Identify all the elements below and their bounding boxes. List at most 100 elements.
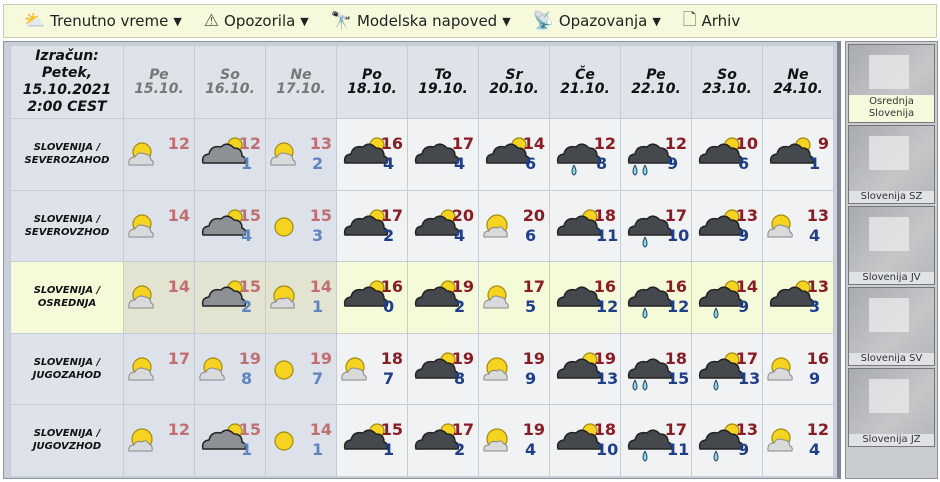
day-header: So 23.10. xyxy=(691,45,763,119)
forecast-cell: 17 4 xyxy=(407,118,479,191)
cloud-sun-icon xyxy=(552,419,602,467)
min-temperature: 5 xyxy=(525,297,537,316)
partly-icon xyxy=(765,419,815,467)
max-temperature: 12 xyxy=(806,420,829,439)
region-label[interactable]: SLOVENIJA / JUGOZAHOD xyxy=(10,332,124,405)
max-temperature: 17 xyxy=(664,205,687,225)
forecast-cell: 17 xyxy=(123,332,195,405)
mostly-sunny-icon xyxy=(481,205,531,253)
min-temperature: 13 xyxy=(738,368,761,388)
region-label[interactable]: SLOVENIJA / SEVEROZAHOD xyxy=(10,118,124,191)
day-name: Pe xyxy=(149,67,169,83)
partly-icon xyxy=(268,133,318,181)
forecast-cell: 17 2 xyxy=(407,404,479,477)
min-temperature: 12 xyxy=(596,297,619,316)
max-temperature: 18 xyxy=(593,420,616,439)
min-temperature: 9 xyxy=(525,368,537,388)
region-map-thumbnail[interactable]: Slovenija SV xyxy=(848,287,935,366)
min-temperature: 4 xyxy=(241,225,253,245)
cloud-sun-icon xyxy=(339,205,389,253)
partly-icon xyxy=(126,205,176,253)
sun-icon xyxy=(268,205,318,253)
min-temperature: 4 xyxy=(809,225,821,245)
region-label[interactable]: SLOVENIJA / OSREDNJA xyxy=(10,261,124,334)
forecast-cell: 19 4 xyxy=(478,404,550,477)
day-date: 17.10. xyxy=(276,81,326,97)
nav-opazovanja[interactable]: 📡 Opazovanja ▼ xyxy=(533,11,661,31)
nav-arhiv[interactable]: 🗋 Arhiv xyxy=(683,7,740,36)
region-map-thumbnail[interactable]: Slovenija SZ xyxy=(848,125,935,204)
region-row: SLOVENIJA / SEVEROVZHOD 14 15 4 15 3 17 2 20 4 20 6 1… xyxy=(10,189,834,262)
forecast-cell: 17 5 xyxy=(478,261,550,334)
computation-line: 15.10.2021 xyxy=(22,82,112,98)
region-map-image xyxy=(869,55,909,89)
max-temperature: 13 xyxy=(735,205,758,225)
partly-icon xyxy=(197,348,247,396)
region-map-caption: Slovenija JZ xyxy=(849,434,934,446)
min-temperature: 15 xyxy=(667,368,690,388)
cloud-sun-icon xyxy=(197,276,247,324)
nav-trenutno-vreme[interactable]: ⛅ Trenutno vreme ▼ xyxy=(24,11,182,31)
max-temperature: 16 xyxy=(664,277,687,296)
min-temperature: 4 xyxy=(454,154,466,173)
region-name-line: SLOVENIJA / xyxy=(33,213,101,225)
partly-icon xyxy=(765,348,815,396)
caret-down-icon: ▼ xyxy=(173,14,182,28)
forecast-cell: 13 9 xyxy=(691,189,763,262)
max-temperature: 15 xyxy=(380,420,403,439)
binoculars-icon: 🔭 xyxy=(330,11,352,31)
nav-opozorila[interactable]: ⚠ Opozorila ▼ xyxy=(204,11,309,31)
forecast-cell: 15 1 xyxy=(194,404,266,477)
forecast-cell: 13 3 xyxy=(762,261,834,334)
day-header: Pe 22.10. xyxy=(620,45,692,119)
max-temperature: 17 xyxy=(451,420,474,439)
partly-icon xyxy=(339,348,389,396)
nav-modelska-napoved[interactable]: 🔭 Modelska napoved ▼ xyxy=(331,11,511,31)
caret-down-icon: ▼ xyxy=(300,14,309,28)
day-name: So xyxy=(717,67,737,83)
min-temperature: 4 xyxy=(525,440,537,459)
min-temperature: 2 xyxy=(383,225,395,245)
min-temperature: 4 xyxy=(809,440,821,459)
min-temperature: 6 xyxy=(738,154,750,173)
forecast-cell: 12 xyxy=(123,118,195,191)
min-temperature: 0 xyxy=(383,297,395,316)
max-temperature: 14 xyxy=(309,277,332,296)
day-date: 24.10. xyxy=(773,81,823,97)
day-name: Ne xyxy=(290,67,312,83)
forecast-cell: 12 4 xyxy=(762,404,834,477)
day-header: Ne 17.10. xyxy=(265,45,337,119)
region-row: SLOVENIJA / JUGOZAHOD 17 19 8 19 7 18 7 19 8 19 9 19 1… xyxy=(10,332,834,405)
day-date: 19.10. xyxy=(418,81,468,97)
forecast-cell: 16 4 xyxy=(336,118,408,191)
min-temperature: 9 xyxy=(667,154,679,173)
region-map-thumbnail[interactable]: Slovenija JV xyxy=(848,206,935,285)
warning-icon: ⚠ xyxy=(203,11,220,31)
region-label[interactable]: SLOVENIJA / SEVEROVZHOD xyxy=(10,189,124,262)
forecast-cell: 20 6 xyxy=(478,189,550,262)
cloud-sun-icon xyxy=(339,133,389,181)
cloud-sun-icon xyxy=(694,133,744,181)
max-temperature: 14 xyxy=(167,277,190,296)
forecast-cell: 14 xyxy=(123,261,195,334)
forecast-cell: 18 15 xyxy=(620,332,692,405)
computation-line: Izračun: xyxy=(35,48,99,64)
nav-label: Modelska napoved xyxy=(356,12,498,30)
min-temperature: 2 xyxy=(241,297,253,316)
max-temperature: 17 xyxy=(522,277,545,296)
day-date: 18.10. xyxy=(347,81,397,97)
max-temperature: 19 xyxy=(593,348,616,368)
cloud-sun-icon xyxy=(197,419,247,467)
region-map-thumbnail[interactable]: Slovenija JZ xyxy=(848,368,935,447)
region-label[interactable]: SLOVENIJA / JUGOVZHOD xyxy=(10,404,124,477)
max-temperature: 14 xyxy=(735,277,758,296)
max-temperature: 18 xyxy=(593,205,616,225)
region-map-image xyxy=(869,136,909,170)
day-name: Sr xyxy=(505,67,523,83)
region-map-thumbnail[interactable]: Osrednja Slovenija xyxy=(848,44,935,123)
forecast-cell: 16 12 xyxy=(620,261,692,334)
min-temperature: 4 xyxy=(383,154,395,173)
min-temperature: 1 xyxy=(809,154,821,173)
region-map-image xyxy=(869,217,909,251)
cloud-icon xyxy=(410,133,460,181)
